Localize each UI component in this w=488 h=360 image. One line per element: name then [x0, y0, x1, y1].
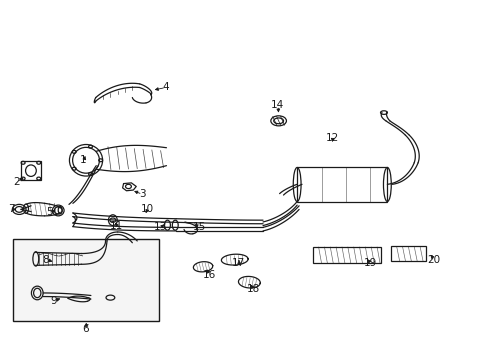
Text: 10: 10 — [140, 204, 153, 215]
Text: 2: 2 — [13, 177, 20, 187]
Text: 5: 5 — [46, 207, 53, 217]
Text: 17: 17 — [231, 258, 245, 268]
Text: 8: 8 — [42, 255, 49, 265]
Text: 9: 9 — [50, 296, 57, 306]
Bar — [312, 247, 380, 263]
Text: 19: 19 — [363, 258, 376, 268]
Text: 20: 20 — [426, 255, 439, 265]
Text: 15: 15 — [193, 222, 206, 232]
Text: 13: 13 — [154, 222, 167, 232]
Bar — [297, 167, 386, 202]
Text: 1: 1 — [80, 155, 87, 165]
Text: 4: 4 — [162, 82, 168, 93]
Bar — [13, 239, 159, 320]
Text: 16: 16 — [203, 270, 216, 280]
Bar — [390, 246, 425, 261]
Text: 18: 18 — [246, 284, 259, 294]
Text: 6: 6 — [82, 324, 89, 334]
Text: 3: 3 — [139, 189, 145, 199]
Text: 11: 11 — [110, 221, 123, 231]
Text: 14: 14 — [270, 100, 284, 111]
Text: 12: 12 — [325, 133, 338, 143]
Text: 7: 7 — [8, 204, 15, 215]
Bar — [21, 161, 41, 180]
